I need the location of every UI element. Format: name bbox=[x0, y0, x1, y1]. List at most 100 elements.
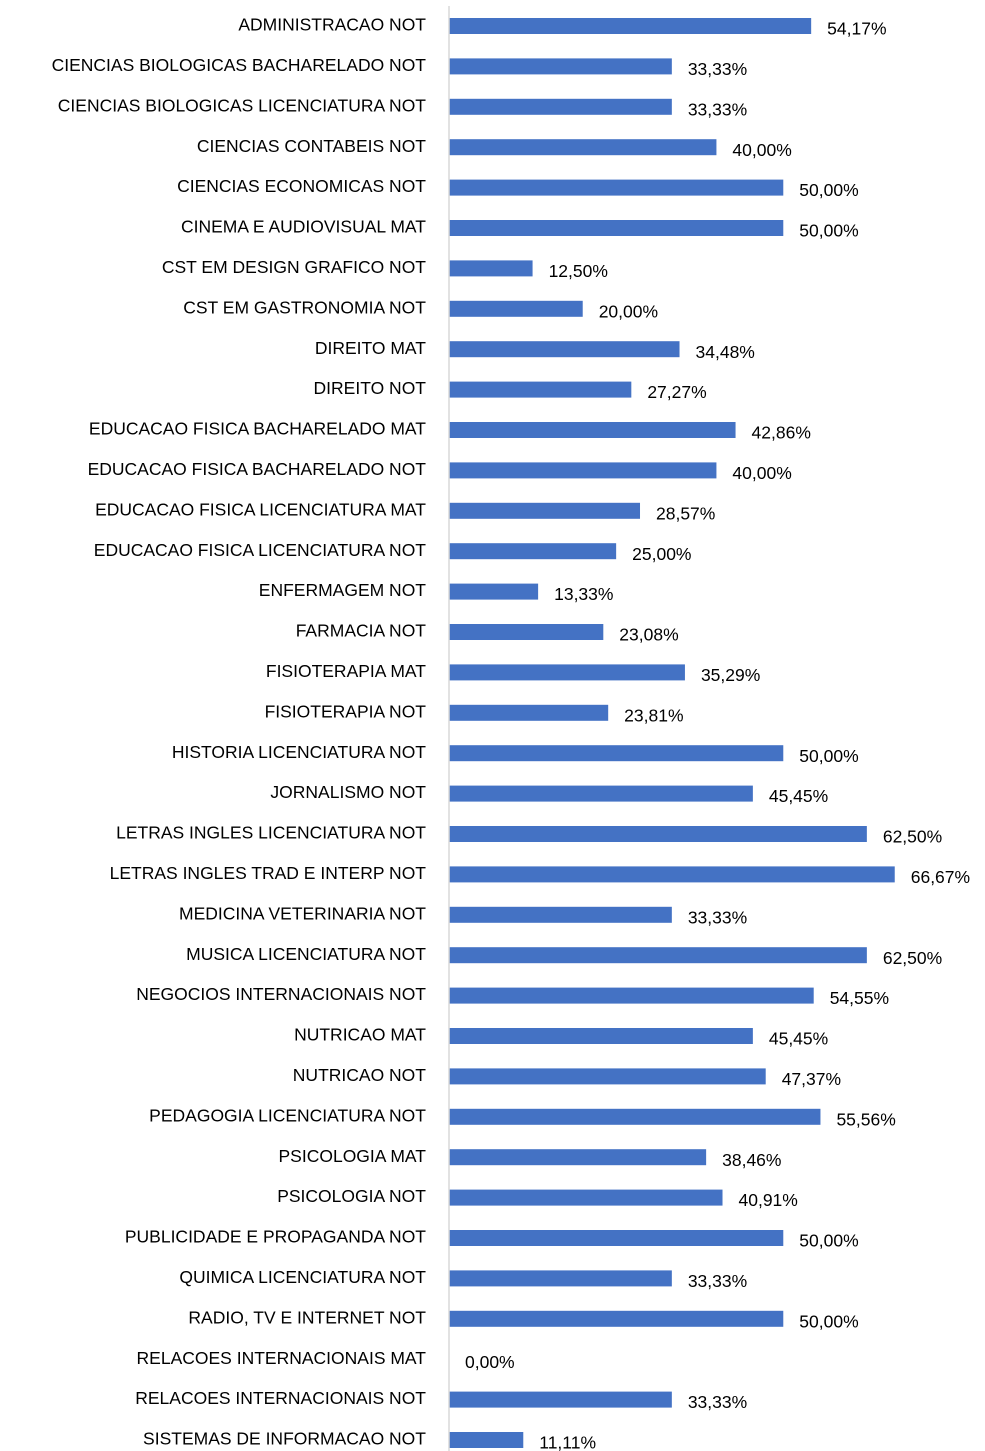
category-label: CINEMA E AUDIOVISUAL MAT bbox=[181, 217, 426, 237]
category-label: PSICOLOGIA MAT bbox=[279, 1146, 427, 1166]
category-label: FARMACIA NOT bbox=[296, 621, 427, 641]
value-label: 66,67% bbox=[911, 867, 970, 887]
bar bbox=[449, 664, 685, 681]
value-label: 0,00% bbox=[465, 1352, 515, 1372]
value-label: 40,91% bbox=[739, 1190, 798, 1210]
value-label: 33,33% bbox=[688, 59, 747, 79]
value-label: 38,46% bbox=[722, 1150, 781, 1170]
category-label: NEGOCIOS INTERNACIONAIS NOT bbox=[136, 984, 426, 1004]
category-label: PSICOLOGIA NOT bbox=[277, 1186, 426, 1206]
value-label: 42,86% bbox=[752, 423, 811, 443]
value-label: 54,55% bbox=[830, 988, 889, 1008]
bar bbox=[449, 1028, 753, 1044]
category-label: EDUCACAO FISICA BACHARELADO NOT bbox=[88, 459, 427, 479]
bar bbox=[449, 826, 867, 842]
bar bbox=[449, 300, 583, 317]
bar bbox=[449, 1310, 784, 1327]
bar bbox=[449, 58, 672, 75]
category-label: JORNALISMO NOT bbox=[270, 782, 426, 802]
bar bbox=[449, 1270, 672, 1287]
bar bbox=[449, 1068, 766, 1085]
value-label: 13,33% bbox=[554, 584, 613, 604]
value-label: 33,33% bbox=[688, 1392, 747, 1412]
category-label: CIENCIAS CONTABEIS NOT bbox=[197, 136, 426, 156]
category-label: SISTEMAS DE INFORMACAO NOT bbox=[143, 1429, 426, 1449]
category-label: NUTRICAO NOT bbox=[293, 1065, 427, 1085]
bar bbox=[449, 987, 814, 1004]
category-label: DIREITO NOT bbox=[314, 378, 427, 398]
bar bbox=[449, 624, 604, 640]
category-label: FISIOTERAPIA NOT bbox=[265, 701, 427, 721]
bar bbox=[449, 1149, 707, 1166]
bar bbox=[449, 422, 736, 438]
category-label: MEDICINA VETERINARIA NOT bbox=[179, 903, 426, 923]
value-label: 40,00% bbox=[732, 140, 791, 160]
category-label: EDUCACAO FISICA LICENCIATURA NOT bbox=[94, 540, 427, 560]
bar bbox=[449, 583, 539, 600]
value-label: 12,50% bbox=[549, 261, 608, 281]
bar bbox=[449, 220, 784, 236]
category-label: ENFERMAGEM NOT bbox=[259, 580, 427, 600]
category-label: QUIMICA LICENCIATURA NOT bbox=[179, 1267, 426, 1287]
value-label: 34,48% bbox=[696, 342, 755, 362]
category-label: HISTORIA LICENCIATURA NOT bbox=[172, 742, 426, 762]
bar bbox=[449, 462, 717, 479]
category-label: PEDAGOGIA LICENCIATURA NOT bbox=[149, 1105, 426, 1125]
bar bbox=[449, 906, 672, 923]
category-label: CIENCIAS ECONOMICAS NOT bbox=[177, 176, 426, 196]
bar bbox=[449, 341, 680, 358]
value-label: 20,00% bbox=[599, 301, 658, 321]
value-label: 33,33% bbox=[688, 907, 747, 927]
value-label: 50,00% bbox=[799, 746, 858, 766]
bar bbox=[449, 381, 632, 398]
bar bbox=[449, 1391, 672, 1408]
value-label: 47,37% bbox=[782, 1069, 841, 1089]
bar bbox=[449, 543, 617, 560]
value-label: 62,50% bbox=[883, 948, 942, 968]
value-label: 23,08% bbox=[619, 625, 678, 645]
value-label: 40,00% bbox=[732, 463, 791, 483]
category-label: CST EM DESIGN GRAFICO NOT bbox=[162, 257, 426, 277]
value-label: 23,81% bbox=[624, 705, 683, 725]
category-label: CIENCIAS BIOLOGICAS LICENCIATURA NOT bbox=[58, 95, 427, 115]
bar bbox=[449, 947, 867, 964]
category-label: EDUCACAO FISICA BACHARELADO MAT bbox=[89, 419, 426, 439]
value-label: 11,11% bbox=[539, 1433, 596, 1451]
category-label: FISIOTERAPIA MAT bbox=[266, 661, 426, 681]
bar bbox=[449, 1432, 524, 1448]
category-label: LETRAS INGLES TRAD E INTERP NOT bbox=[110, 863, 427, 883]
category-label: CST EM GASTRONOMIA NOT bbox=[183, 297, 426, 317]
bar bbox=[449, 866, 895, 883]
value-label: 54,17% bbox=[827, 19, 886, 39]
value-label: 55,56% bbox=[836, 1109, 895, 1129]
category-label: NUTRICAO MAT bbox=[294, 1025, 426, 1045]
value-label: 25,00% bbox=[632, 544, 691, 564]
value-label: 50,00% bbox=[799, 180, 858, 200]
bar bbox=[449, 745, 784, 762]
value-label: 33,33% bbox=[688, 99, 747, 119]
bar bbox=[449, 179, 784, 196]
bar bbox=[449, 704, 609, 721]
category-label: LETRAS INGLES LICENCIATURA NOT bbox=[116, 823, 426, 843]
category-label: RELACOES INTERNACIONAIS MAT bbox=[137, 1348, 427, 1368]
value-label: 33,33% bbox=[688, 1271, 747, 1291]
category-label: CIENCIAS BIOLOGICAS BACHARELADO NOT bbox=[52, 55, 427, 75]
bar bbox=[449, 502, 641, 519]
category-label: RELACOES INTERNACIONAIS NOT bbox=[135, 1388, 426, 1408]
category-label: MUSICA LICENCIATURA NOT bbox=[186, 944, 426, 964]
bar bbox=[449, 785, 753, 802]
bar bbox=[449, 1189, 723, 1206]
bar bbox=[449, 1230, 784, 1246]
category-label: DIREITO MAT bbox=[315, 338, 426, 358]
bar bbox=[449, 139, 717, 156]
value-label: 35,29% bbox=[701, 665, 760, 685]
value-label: 62,50% bbox=[883, 827, 942, 847]
value-label: 45,45% bbox=[769, 1029, 828, 1049]
value-label: 50,00% bbox=[799, 1311, 858, 1331]
value-label: 27,27% bbox=[647, 382, 706, 402]
bar bbox=[449, 260, 533, 277]
bar bbox=[449, 98, 672, 115]
category-label: PUBLICIDADE E PROPAGANDA NOT bbox=[125, 1227, 426, 1247]
value-label: 45,45% bbox=[769, 786, 828, 806]
value-label: 50,00% bbox=[799, 221, 858, 241]
